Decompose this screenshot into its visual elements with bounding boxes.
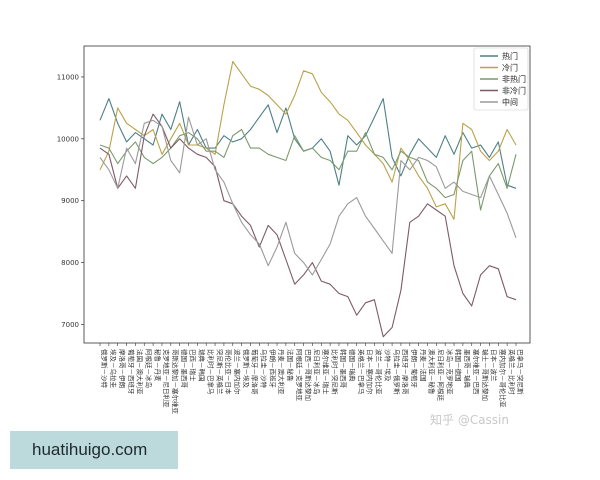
x-category-label: 瑞士－哥斯达黎加 <box>481 349 490 401</box>
y-tick-label: 10000 <box>57 135 79 143</box>
x-category-label: 塞尔维亚－瑞士 <box>322 349 331 395</box>
x-category-label: 俄罗斯－沙特 <box>100 349 109 389</box>
x-category-label: 葡萄牙－摩洛哥 <box>251 349 260 395</box>
x-category-label: 法国－秘鲁 <box>286 349 295 382</box>
x-category-label: 乌拉圭－俄罗斯 <box>392 349 401 395</box>
x-category-label: 哥伦比亚－日本 <box>224 349 233 395</box>
x-category-label: 阿根廷－克罗地亚 <box>295 349 304 402</box>
x-category-label: 突尼斯－英格兰 <box>215 349 224 395</box>
x-category-label: 巴西－瑞士 <box>189 349 198 382</box>
watermark: 知乎 @Cassin <box>430 413 509 427</box>
x-category-label: 波兰－哥伦比亚 <box>375 349 384 395</box>
y-tick-label: 9000 <box>61 197 79 205</box>
x-category-label: 日本－塞内加尔 <box>366 349 375 395</box>
x-category-label: 法国－澳大利亚 <box>136 349 145 395</box>
y-tick-label: 7000 <box>61 321 79 329</box>
x-category-label: 摩洛哥－伊朗 <box>118 349 127 388</box>
site-banner: huatihuigo.com <box>10 431 178 469</box>
x-category-label: 西班牙－摩洛哥 <box>401 349 410 395</box>
x-category-label: 俄罗斯－埃及 <box>242 349 251 389</box>
x-category-label: 英格兰－比利时 <box>507 349 516 395</box>
x-category-label: 丹麦－法国 <box>419 349 428 382</box>
legend-label: 非冷门 <box>502 86 526 96</box>
x-category-label: 波兰－塞内加尔 <box>233 349 242 395</box>
x-category-label: 尼日利亚－冰岛 <box>313 349 322 395</box>
x-category-label: 德国－墨西哥 <box>180 349 189 389</box>
legend-label: 冷门 <box>502 63 518 73</box>
x-category-label: 韩国－墨西哥 <box>339 349 348 389</box>
x-category-label: 伊朗－葡萄牙 <box>410 349 419 389</box>
plot-area <box>83 45 531 344</box>
y-axis: 7000 8000 9000 10000 11000 <box>57 73 84 329</box>
x-category-label: 伊朗－西班牙 <box>268 349 277 389</box>
x-category-label: 日本－波兰 <box>490 349 499 382</box>
x-category-label: 巴拿马－突尼斯 <box>516 349 525 395</box>
x-category-label: 冰岛－克罗地亚 <box>445 349 454 395</box>
x-category-label: 墨西哥－瑞典 <box>463 349 472 389</box>
x-category-label: 塞尔维亚－巴西 <box>472 349 481 395</box>
x-axis-labels: 俄罗斯－沙特 埃及－乌拉圭 摩洛哥－伊朗 葡萄牙－西班牙 法国－澳大利亚 阿根廷－冰岛 秘鲁… <box>99 343 525 415</box>
x-category-label: 埃及－乌拉圭 <box>109 349 118 389</box>
legend-box <box>473 47 529 111</box>
x-category-label: 秘鲁－丹麦 <box>153 349 162 382</box>
x-category-label: 澳大利亚－秘鲁 <box>428 349 437 395</box>
site-banner-text: huatihuigo.com <box>32 440 148 459</box>
x-category-label: 丹麦－澳大利亚 <box>277 349 286 395</box>
series-line-3 <box>99 128 517 211</box>
x-category-label: 比利时－突尼斯 <box>330 349 339 395</box>
x-category-label: 葡萄牙－西班牙 <box>127 349 136 395</box>
y-tick-label: 8000 <box>61 259 79 267</box>
x-category-label: 比利时－巴拿马 <box>206 349 215 395</box>
x-category-label: 沙特－埃及 <box>383 349 392 382</box>
x-category-label: 韩国－德国 <box>454 349 463 382</box>
x-category-label: 巴西－哥斯达黎加 <box>304 349 313 401</box>
x-category-label: 哥斯达黎加－塞尔维亚 <box>171 349 180 415</box>
series-line-2 <box>99 60 517 220</box>
series-line-5 <box>99 116 517 276</box>
x-category-label: 英格兰－巴拿马 <box>357 349 366 395</box>
x-category-label: 阿根廷－冰岛 <box>145 349 154 388</box>
x-category-label: 瑞典－韩国 <box>198 349 207 382</box>
series-lines <box>99 60 517 338</box>
legend-label: 热门 <box>502 51 518 61</box>
x-category-label: 尼日利亚－阿根廷 <box>437 349 446 402</box>
y-tick-label: 11000 <box>57 73 79 81</box>
legend-label: 中间 <box>502 97 518 107</box>
legend-label: 非热门 <box>502 74 526 84</box>
x-category-label: 德国－瑞典 <box>348 349 357 382</box>
x-category-label: 塞内加尔－哥伦比亚 <box>499 349 508 408</box>
x-category-label: 克罗地亚－尼日利亚 <box>162 349 171 408</box>
x-category-label: 乌拉圭－沙特 <box>260 349 269 389</box>
